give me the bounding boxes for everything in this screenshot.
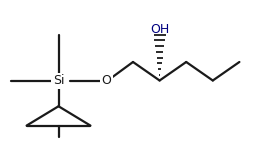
Text: Si: Si [53, 74, 64, 87]
Text: O: O [101, 74, 111, 87]
Text: OH: OH [150, 23, 169, 36]
